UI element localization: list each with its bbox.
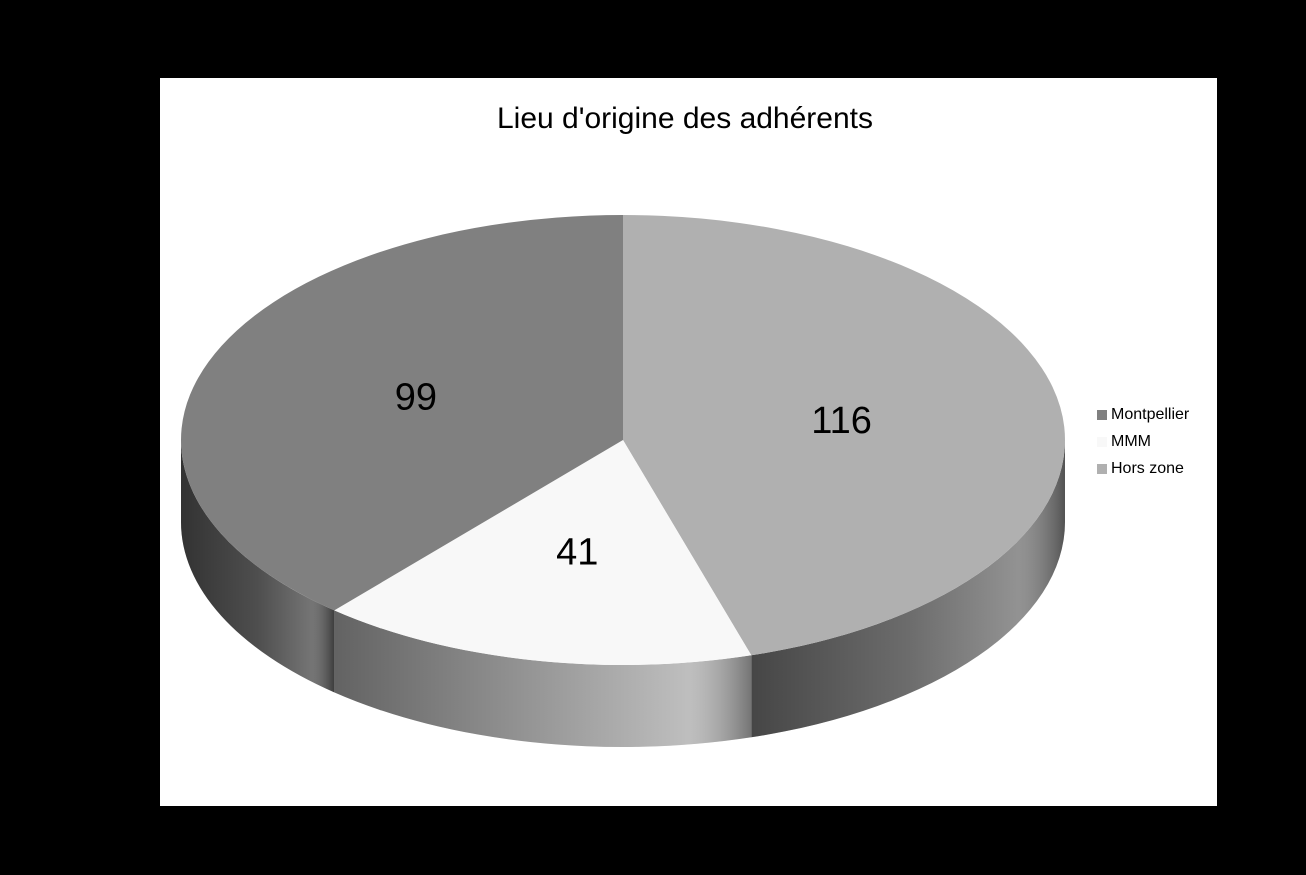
slice-side-shade	[751, 440, 1065, 738]
slice	[180, 215, 623, 611]
legend-label: MMM	[1111, 433, 1151, 450]
legend-swatch	[1097, 464, 1107, 474]
data-label: 41	[556, 531, 598, 573]
legend-label: Montpellier	[1111, 406, 1190, 423]
data-label: 116	[811, 400, 872, 442]
slice-side-shade	[334, 610, 752, 747]
slice	[623, 214, 1066, 656]
legend-label: Hors zone	[1111, 460, 1184, 477]
legend-swatch	[1097, 410, 1107, 420]
data-label: 99	[395, 376, 437, 418]
chart-title: Lieu d'origine des adhérents	[497, 102, 873, 135]
slice-side-shade	[181, 440, 335, 693]
slice	[334, 440, 752, 665]
legend-swatch	[1097, 437, 1107, 447]
